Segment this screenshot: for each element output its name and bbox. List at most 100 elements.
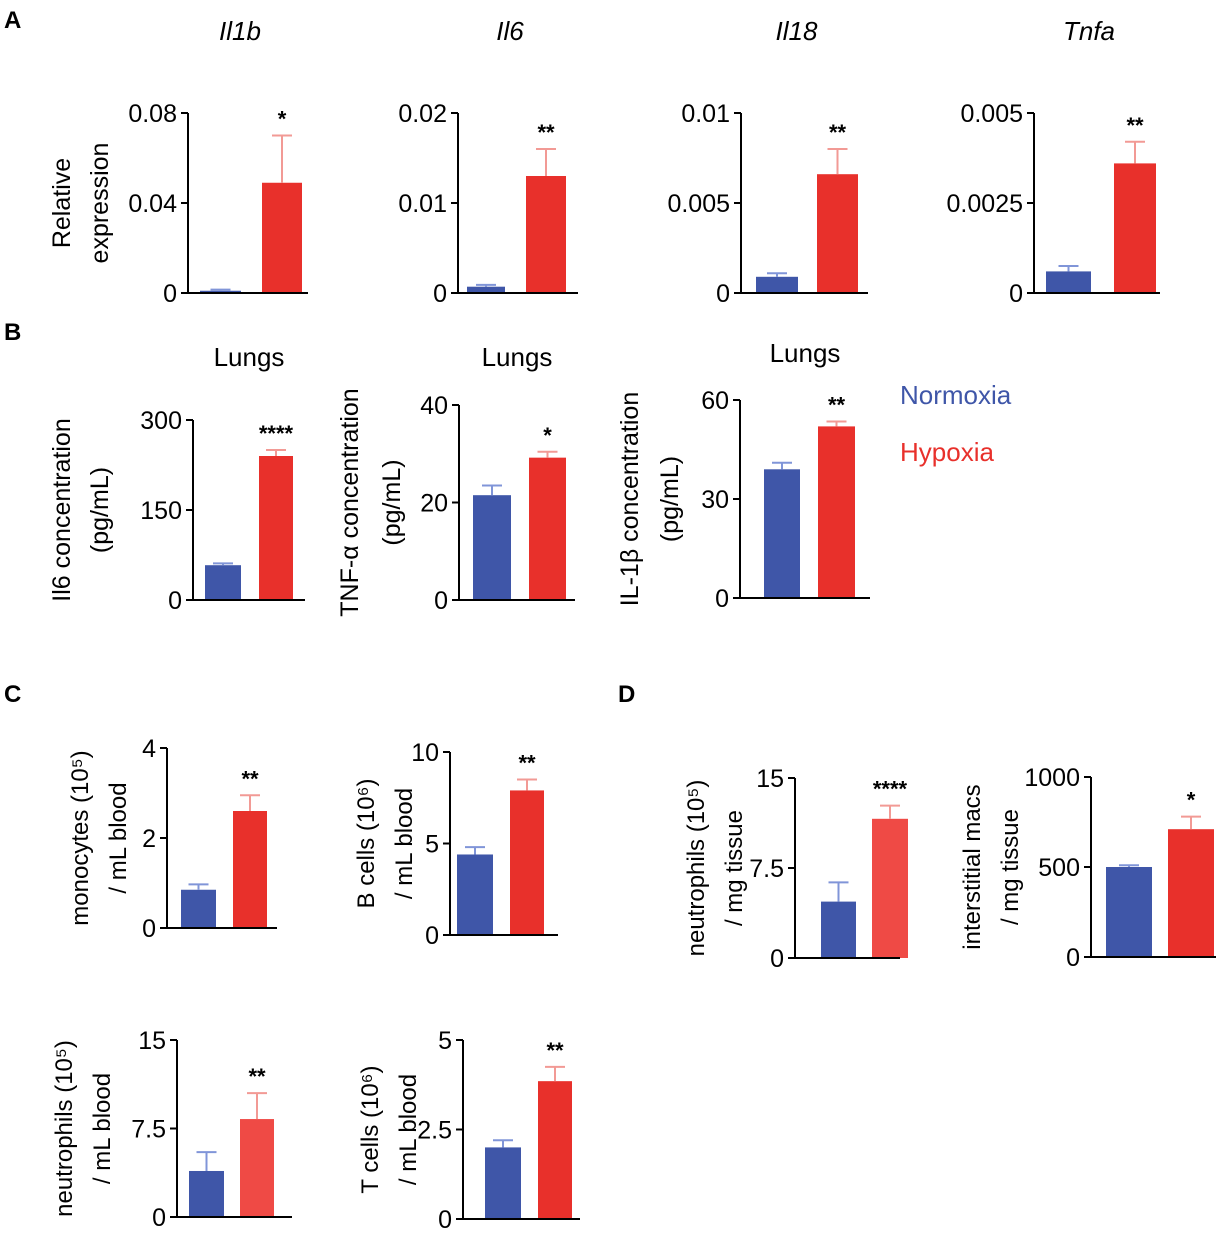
- y-axis-label: / mg tissue: [997, 809, 1024, 925]
- chart-12: 0 7.5 15 ** neutrophils (10⁵) / mL blood: [51, 1027, 292, 1232]
- bar-normoxia: [485, 1147, 521, 1219]
- panel-label-d: D: [618, 681, 635, 708]
- bar-normoxia: [756, 276, 798, 293]
- chart-title: Lungs: [214, 342, 285, 372]
- significance-label: **: [518, 750, 536, 775]
- y-axis-label: / mg tissue: [721, 810, 748, 926]
- y-axis-label: / mL blood: [391, 788, 418, 899]
- y-axis-label: neutrophils (10⁵): [683, 780, 710, 957]
- chart-8: 0 2 4 ** monocytes (10⁵) / mL blood: [67, 735, 277, 943]
- y-axis-label: / mL blood: [89, 1073, 116, 1184]
- bar-hypoxia: [818, 426, 855, 598]
- y-axis-label: monocytes (10⁵): [67, 750, 94, 925]
- significance-label: ****: [873, 777, 908, 802]
- y-tick-label: 15: [756, 765, 784, 793]
- y-tick-label: 0.005: [960, 100, 1023, 128]
- y-tick-label: 0.01: [681, 100, 730, 128]
- y-tick-label: 40: [420, 392, 448, 420]
- bar-hypoxia: [233, 811, 267, 928]
- y-axis-label: neutrophils (10⁵): [51, 1040, 78, 1217]
- bar-hypoxia: [259, 456, 293, 600]
- y-tick-label: 300: [140, 407, 182, 435]
- bar-normoxia: [189, 1170, 224, 1217]
- bar-normoxia: [181, 889, 216, 928]
- y-tick-label: 0: [716, 280, 730, 308]
- chart-3: 0 0.005 0.01 ** Il18: [667, 16, 868, 308]
- chart-9: 0 5 10 ** B cells (10⁶) / mL blood: [353, 739, 558, 950]
- y-tick-label: 0: [152, 1204, 166, 1232]
- chart-title: Il18: [776, 16, 818, 46]
- bar-normoxia: [1046, 271, 1091, 293]
- panel-label-b: B: [4, 319, 21, 346]
- bar-hypoxia: [538, 1081, 572, 1219]
- bar-hypoxia: [526, 176, 566, 293]
- significance-label: **: [829, 120, 847, 145]
- significance-label: **: [248, 1064, 266, 1089]
- panel-label-c: C: [4, 681, 21, 708]
- y-axis-label: Relative: [48, 158, 76, 248]
- y-axis-label: IL-1β concentration: [616, 392, 644, 607]
- bar-hypoxia: [510, 790, 544, 935]
- y-tick-label: 0.005: [667, 190, 730, 218]
- chart-title: Tnfa: [1063, 16, 1115, 46]
- y-tick-label: 0.04: [128, 190, 177, 218]
- y-tick-label: 0: [1009, 280, 1023, 308]
- bar-normoxia: [467, 286, 505, 293]
- y-tick-label: 500: [1038, 854, 1080, 882]
- y-axis-label: T cells (10⁶): [357, 1065, 384, 1193]
- legend-normoxia: Normoxia: [900, 380, 1012, 410]
- y-tick-label: 2.5: [417, 1117, 452, 1145]
- y-tick-label: 0: [438, 1206, 452, 1234]
- y-axis-label: B cells (10⁶): [353, 779, 380, 909]
- y-tick-label: 2: [142, 825, 156, 853]
- chart-7: 0 30 60 ** Lungs IL-1β concentration (pg/mL): [616, 338, 870, 613]
- chart-1: 0 0.04 0.08 * Il1b Relative expression: [48, 16, 308, 308]
- y-tick-label: 0: [168, 587, 182, 615]
- bar-hypoxia: [240, 1119, 274, 1217]
- bar-normoxia: [764, 469, 800, 598]
- significance-label: **: [1126, 113, 1144, 138]
- y-tick-label: 0.01: [398, 190, 447, 218]
- y-tick-label: 30: [701, 486, 729, 514]
- bar-normoxia: [200, 290, 241, 293]
- bar-normoxia: [473, 495, 511, 600]
- significance-label: *: [278, 107, 287, 132]
- y-tick-label: 0.0025: [947, 190, 1023, 218]
- bar-hypoxia: [529, 457, 566, 600]
- bar-hypoxia: [262, 182, 302, 293]
- bar-normoxia: [205, 565, 241, 600]
- bar-normoxia: [821, 901, 856, 958]
- bar-hypoxia: [1114, 163, 1156, 293]
- y-tick-label: 0: [142, 915, 156, 943]
- y-tick-label: 150: [140, 497, 182, 525]
- y-tick-label: 20: [420, 490, 448, 518]
- chart-13: 0 2.5 5 ** T cells (10⁶) / mL blood: [357, 1027, 580, 1234]
- significance-label: *: [1187, 788, 1196, 813]
- y-axis-label: interstitial macs: [959, 784, 986, 949]
- y-axis-label: (pg/mL): [86, 467, 114, 553]
- y-tick-label: 60: [701, 387, 729, 415]
- chart-title: Il1b: [219, 16, 261, 46]
- y-tick-label: 0: [770, 945, 784, 973]
- y-axis-label: (pg/mL): [378, 459, 406, 545]
- y-tick-label: 0: [433, 280, 447, 308]
- chart-title: Il6: [496, 16, 524, 46]
- y-tick-label: 5: [438, 1027, 452, 1055]
- legend-hypoxia: Hypoxia: [900, 437, 994, 467]
- y-tick-label: 0: [163, 280, 177, 308]
- y-tick-label: 15: [138, 1027, 166, 1055]
- panel-label-a: A: [4, 7, 21, 34]
- chart-title: Lungs: [482, 342, 553, 372]
- y-tick-label: 0: [715, 585, 729, 613]
- bar-hypoxia: [817, 174, 858, 293]
- y-tick-label: 0: [425, 922, 439, 950]
- chart-11: 0 500 1000 * interstitial macs / mg tissue: [959, 764, 1216, 972]
- y-tick-label: 4: [142, 735, 156, 763]
- chart-title: Lungs: [770, 338, 841, 368]
- bar-normoxia: [457, 854, 493, 935]
- y-tick-label: 0.02: [398, 100, 447, 128]
- bar-hypoxia: [1168, 829, 1214, 957]
- y-axis-label: / mL blood: [105, 782, 132, 893]
- y-tick-label: 0.08: [128, 100, 177, 128]
